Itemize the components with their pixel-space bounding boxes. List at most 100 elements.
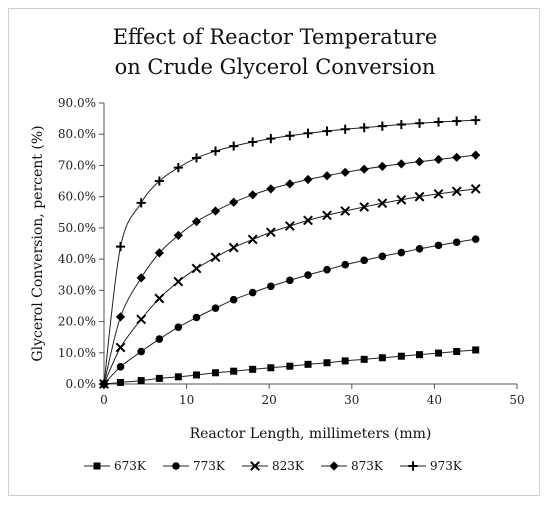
legend-item-823K: 823K	[242, 459, 305, 473]
data-point-773K	[304, 271, 312, 279]
data-point-823K	[303, 215, 313, 226]
x-tick-label: 0	[100, 393, 108, 407]
x-tick-label: 50	[509, 393, 524, 407]
data-point-823K	[377, 198, 388, 209]
series-773K	[100, 235, 480, 388]
legend: 673K 773K 823K 873K 973K	[84, 459, 463, 473]
data-point-873K	[266, 184, 276, 194]
data-point-973K	[396, 119, 406, 130]
data-point-823K	[433, 188, 444, 199]
data-point-673K	[397, 352, 405, 360]
x-tick-label: 10	[179, 393, 194, 407]
data-point-673K	[137, 377, 145, 385]
y-tick-label: 60.0%	[58, 190, 96, 204]
data-point-673K	[230, 367, 238, 375]
data-point-823K	[136, 314, 147, 325]
legend-label-773K: 773K	[193, 459, 226, 473]
data-point-773K	[116, 363, 125, 371]
series-line-873K	[103, 154, 476, 385]
legend-label-973K: 973K	[430, 459, 463, 473]
data-point-773K	[471, 235, 480, 243]
data-point-873K	[396, 159, 406, 169]
data-point-973K	[136, 198, 146, 208]
data-point-873K	[229, 197, 239, 207]
series-line-773K	[103, 238, 476, 385]
data-point-773K	[248, 288, 257, 297]
data-point-773K	[434, 241, 443, 250]
legend-marker-673K	[93, 462, 101, 470]
legend-marker-823K	[250, 461, 260, 471]
data-point-873K	[340, 167, 350, 177]
data-point-973K	[340, 124, 350, 134]
legend-marker-773K	[172, 462, 180, 470]
data-point-673K	[435, 349, 443, 357]
series-673K	[100, 346, 480, 388]
y-tick-label: 40.0%	[58, 252, 96, 266]
data-point-973K	[173, 163, 183, 173]
data-point-773K	[267, 282, 275, 291]
data-point-673K	[378, 354, 386, 362]
x-tick-label: 20	[262, 393, 277, 407]
data-point-773K	[415, 245, 424, 253]
data-point-823K	[210, 252, 221, 263]
chart-title-line-1: Effect of Reactor Temperature	[112, 25, 438, 49]
data-point-773K	[192, 313, 201, 322]
data-point-873K	[414, 157, 425, 167]
data-point-773K	[378, 252, 387, 261]
data-point-973K	[303, 128, 313, 138]
data-point-823K	[359, 202, 370, 212]
y-tick-label: 90.0%	[58, 96, 96, 110]
legend-marker-973K	[408, 461, 418, 471]
data-point-773K	[452, 238, 461, 247]
axes: 0 10 20 30 40 50 0.0% 10.0% 20.0% 30.0% 40.0% 50.0%…	[58, 96, 525, 407]
data-point-773K	[397, 248, 406, 257]
data-point-773K	[137, 347, 145, 356]
data-point-773K	[360, 256, 368, 265]
data-point-673K	[323, 359, 331, 367]
data-point-823K	[173, 276, 184, 287]
data-point-673K	[212, 369, 220, 377]
data-point-823K	[265, 227, 276, 238]
plot-area	[99, 115, 481, 389]
data-point-673K	[416, 351, 424, 359]
data-point-973K	[154, 176, 164, 186]
y-tick-label: 80.0%	[58, 127, 96, 141]
data-point-773K	[286, 276, 294, 285]
data-point-973K	[452, 116, 462, 126]
data-point-673K	[341, 357, 349, 365]
legend-label-873K: 873K	[351, 459, 384, 473]
legend-label-673K: 673K	[114, 459, 147, 473]
data-point-873K	[285, 179, 295, 189]
data-point-873K	[452, 152, 462, 162]
legend-item-873K: 873K	[321, 459, 384, 473]
data-point-823K	[191, 263, 202, 274]
data-point-823K	[154, 293, 165, 304]
data-point-823K	[284, 221, 295, 231]
data-point-873K	[210, 206, 221, 216]
data-point-873K	[322, 171, 332, 181]
data-point-973K	[471, 115, 481, 125]
data-point-673K	[193, 371, 201, 379]
y-tick-label: 0.0%	[66, 377, 97, 391]
data-point-973K	[377, 121, 387, 131]
data-point-873K	[191, 217, 202, 227]
data-point-673K	[174, 373, 182, 381]
data-point-673K	[249, 365, 257, 373]
data-point-823K	[470, 183, 481, 194]
data-point-973K	[99, 379, 109, 389]
series-973K	[99, 115, 481, 389]
data-point-973K	[248, 137, 258, 147]
data-point-673K	[304, 360, 312, 368]
data-point-673K	[155, 374, 163, 382]
y-axis-label: Glycerol Conversion, percent (%)	[30, 125, 46, 361]
data-point-973K	[191, 153, 202, 163]
x-tick-label: 40	[427, 393, 442, 407]
data-point-673K	[286, 362, 294, 370]
data-point-823K	[451, 186, 462, 197]
chart-title-line-2: on Crude Glycerol Conversion	[114, 55, 436, 79]
y-tick-label: 10.0%	[58, 346, 96, 360]
data-point-873K	[115, 312, 126, 322]
y-tick-label: 50.0%	[58, 221, 96, 235]
data-point-673K	[267, 364, 275, 372]
